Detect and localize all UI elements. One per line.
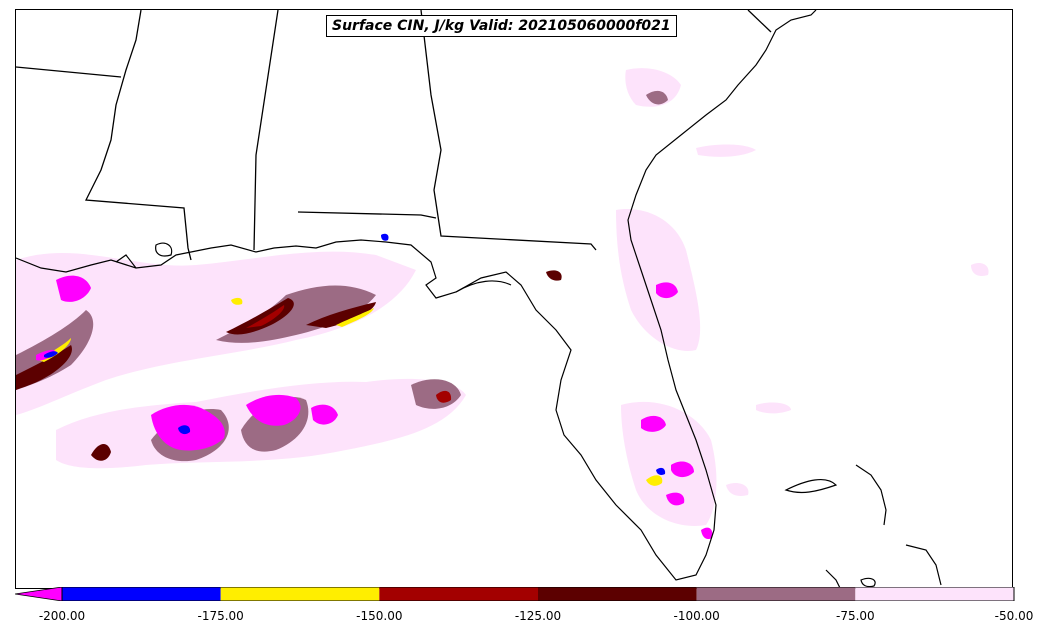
colorbar-bin-1 <box>220 587 380 601</box>
map-title: Surface CIN, J/kg Valid: 202105060000f02… <box>326 15 677 37</box>
colorbar-bin-0 <box>62 587 221 601</box>
coastline <box>16 10 942 588</box>
colorbar-under-triangle <box>15 587 63 601</box>
colorbar-tick-label: -100.00 <box>673 609 720 623</box>
map-panel: Surface CIN, J/kg Valid: 202105060000f02… <box>15 9 1013 589</box>
colorbar-bin-4 <box>696 587 856 601</box>
cin-field-blue <box>44 233 666 475</box>
colorbar-tick-label: -200.00 <box>38 609 86 623</box>
map-canvas <box>16 10 989 588</box>
cin-field-darkred <box>16 270 562 461</box>
colorbar-frame <box>61 587 1015 601</box>
colorbar <box>15 587 1015 601</box>
cin-field-red <box>246 305 452 403</box>
colorbar-bins <box>62 587 1014 601</box>
colorbar-bin-2 <box>379 587 538 601</box>
colorbar-tick-label: -150.00 <box>356 609 403 623</box>
colorbar-bin-3 <box>538 587 697 601</box>
colorbar-tick-label: -50.00 <box>994 609 1034 623</box>
state-borders <box>16 10 772 261</box>
colorbar-tick-label: -75.00 <box>835 609 875 623</box>
colorbar-tick-label: -125.00 <box>514 609 562 623</box>
colorbar-bin-5 <box>855 587 1014 601</box>
colorbar-tick-label: -175.00 <box>197 609 244 623</box>
cin-field-light <box>16 68 989 526</box>
